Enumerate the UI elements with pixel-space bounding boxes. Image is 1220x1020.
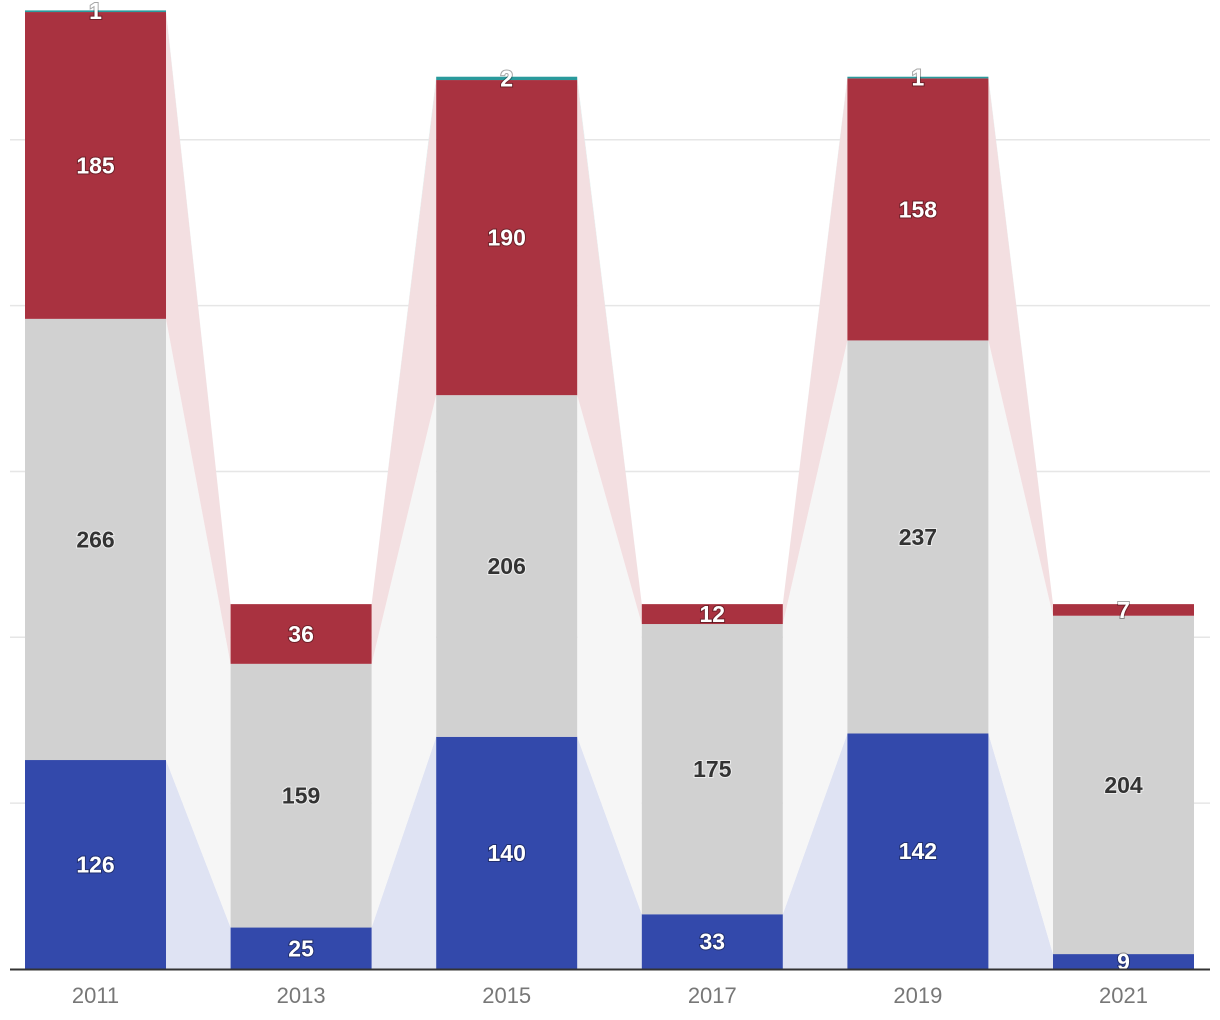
connector-band bbox=[782, 733, 848, 969]
data-label: 266 bbox=[76, 526, 114, 552]
bar-segment bbox=[25, 318, 166, 761]
bar-segment bbox=[436, 395, 578, 737]
bar-segment bbox=[436, 80, 578, 396]
bar-segment bbox=[641, 914, 783, 969]
data-label: 2 bbox=[500, 65, 513, 91]
connector-band bbox=[577, 80, 642, 625]
data-label: 175 bbox=[693, 756, 732, 782]
bar-segment bbox=[25, 12, 166, 319]
data-label: 237 bbox=[899, 524, 937, 550]
x-tick-label: 2021 bbox=[1099, 983, 1148, 1008]
data-label: 185 bbox=[76, 152, 115, 178]
bar-segment bbox=[847, 76, 989, 79]
bar-segment bbox=[847, 78, 989, 341]
bar-segment bbox=[230, 604, 372, 664]
bar-segment bbox=[25, 10, 166, 13]
connector-band bbox=[988, 340, 1053, 955]
connector-band bbox=[166, 760, 231, 969]
data-label: 158 bbox=[899, 196, 938, 222]
connector-band bbox=[782, 78, 848, 625]
connector-band bbox=[782, 76, 848, 605]
connector-band bbox=[166, 12, 231, 664]
x-tick-label: 2013 bbox=[277, 983, 326, 1008]
connector-band bbox=[371, 80, 437, 664]
connector-band bbox=[371, 395, 437, 928]
bars bbox=[25, 10, 1194, 969]
bar-segment bbox=[230, 663, 372, 928]
data-label: 7 bbox=[1117, 597, 1130, 623]
connector-band bbox=[166, 318, 231, 928]
bar-segment bbox=[230, 927, 372, 969]
data-label: 25 bbox=[288, 935, 314, 961]
data-label: 140 bbox=[488, 840, 526, 866]
data-label: 9 bbox=[1117, 949, 1130, 975]
bar-segment bbox=[25, 760, 166, 969]
x-tick-label: 2011 bbox=[72, 983, 119, 1008]
data-label: 142 bbox=[899, 838, 937, 864]
data-label: 33 bbox=[700, 929, 726, 955]
data-label: 204 bbox=[1104, 772, 1143, 798]
x-tick-label: 2017 bbox=[688, 983, 737, 1008]
bar-segment bbox=[1053, 954, 1194, 969]
bar-segment bbox=[847, 340, 989, 734]
bar-segment bbox=[1053, 615, 1194, 955]
data-label: 1 bbox=[912, 65, 925, 91]
data-label: 36 bbox=[288, 621, 314, 647]
bar-segment bbox=[1053, 604, 1194, 616]
connector-band bbox=[782, 340, 848, 915]
bar-segment bbox=[641, 604, 783, 625]
x-tick-label: 2015 bbox=[482, 983, 531, 1008]
connector-bands bbox=[166, 10, 1053, 969]
data-label: 126 bbox=[76, 852, 114, 878]
connector-band bbox=[577, 736, 642, 969]
x-axis-tick-labels: 2011 2013 2015 2017 2019 2021 bbox=[72, 983, 1148, 1008]
data-label: 190 bbox=[488, 225, 526, 251]
bar-segment bbox=[436, 736, 578, 969]
connector-band bbox=[577, 395, 642, 915]
connector-band bbox=[988, 78, 1053, 616]
connector-band bbox=[166, 10, 231, 605]
data-label: 206 bbox=[488, 553, 526, 579]
data-label: 1 bbox=[89, 0, 102, 24]
bar-segment bbox=[436, 76, 578, 81]
connector-band bbox=[371, 736, 437, 969]
connector-band bbox=[988, 76, 1053, 605]
connector-band bbox=[577, 76, 642, 605]
connector-band bbox=[988, 733, 1053, 969]
bar-segment bbox=[847, 733, 989, 969]
x-tick-label: 2019 bbox=[893, 983, 942, 1008]
data-label: 12 bbox=[700, 601, 726, 627]
bar-segment bbox=[641, 624, 783, 915]
connector-band bbox=[371, 76, 437, 605]
data-label: 159 bbox=[282, 783, 320, 809]
